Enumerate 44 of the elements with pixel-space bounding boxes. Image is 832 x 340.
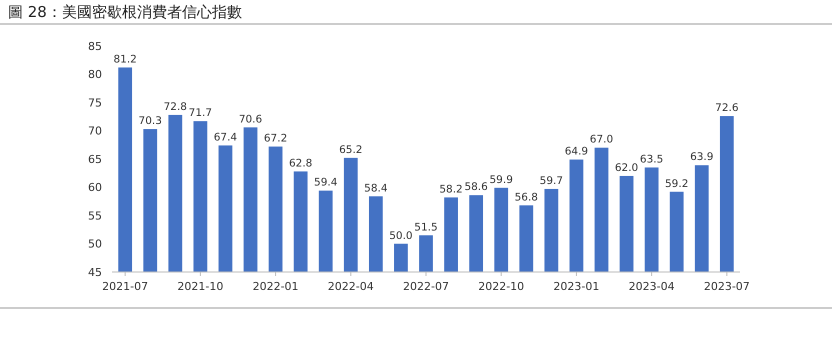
y-tick-label: 55 [88,209,102,222]
y-tick-label: 85 [88,40,102,53]
data-label: 58.6 [464,181,488,194]
y-tick-label: 60 [88,181,102,194]
data-label: 62.0 [614,162,638,174]
data-label: 67.0 [590,134,614,146]
data-label: 50.0 [389,230,413,242]
data-label: 72.8 [164,100,187,113]
data-label: 64.9 [564,146,588,158]
data-label: 51.5 [414,221,438,234]
data-label: 81.2 [113,53,137,66]
x-tick-label: 2022-01 [252,280,299,293]
data-label: 59.7 [540,174,564,187]
x-tick-label: 2022-10 [478,280,524,293]
y-tick-label: 80 [88,68,102,82]
x-tick-label: 2023-07 [704,280,750,293]
data-label: 70.6 [238,113,263,126]
data-label: 56.8 [514,191,538,204]
data-label: 59.9 [490,174,513,186]
y-tick-label: 75 [88,96,102,110]
data-label: 63.5 [640,153,664,166]
data-label: 67.4 [214,131,238,144]
data-label: 62.8 [288,157,312,170]
data-label: 71.7 [188,107,212,120]
y-tick-label: 50 [88,238,102,251]
x-tick-label: 2021-07 [102,280,148,293]
data-label: 63.9 [690,151,714,164]
data-label: 58.2 [439,183,463,196]
data-label: 67.2 [264,132,288,145]
y-tick-label: 70 [88,124,102,138]
x-tick-label: 2021-10 [177,280,224,293]
data-label: 59.2 [665,178,688,190]
data-label: 70.3 [138,115,162,128]
data-label: 58.4 [364,182,388,194]
data-label: 72.6 [715,102,739,114]
y-tick-label: 45 [88,266,102,279]
x-tick-label: 2023-04 [628,280,675,293]
data-label: 59.4 [314,176,338,189]
x-tick-label: 2022-07 [403,280,449,293]
data-label: 65.2 [339,144,362,156]
chart-title: 圖 28：美國密歇根消費者信心指數 [8,3,242,21]
y-tick-label: 65 [88,152,102,166]
x-tick-label: 2023-01 [553,280,600,293]
x-tick-label: 2022-04 [328,280,374,293]
